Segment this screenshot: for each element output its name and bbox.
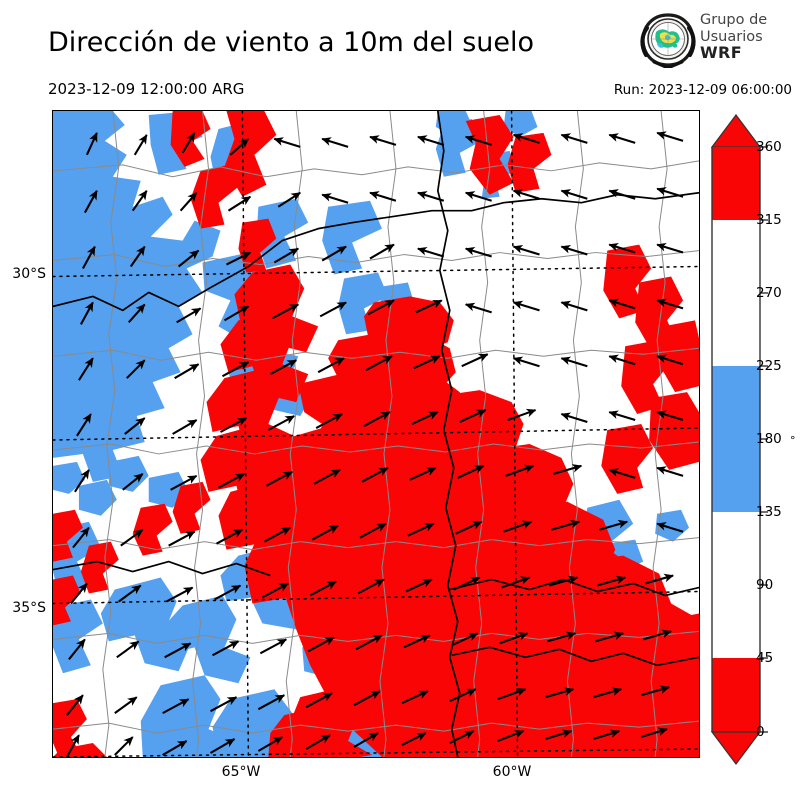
fill-region-red	[53, 111, 699, 757]
logo-line-2: Usuarios	[700, 28, 763, 45]
colorbar-tick-270: 270	[756, 285, 782, 301]
lon-tick-60w: 60°W	[492, 764, 532, 780]
valid-time-label: 2023-12-09 12:00:00 ARG	[48, 80, 245, 98]
country-borders	[53, 111, 699, 757]
logo-line-1: Grupo de	[700, 12, 768, 28]
colorbar-band-45-135	[712, 512, 760, 658]
graticule-lat	[53, 427, 699, 441]
colorbar[interactable]: 360 315 270 225 180 135 90 45 0 °	[706, 112, 798, 772]
colorbar-ticks	[760, 146, 768, 733]
colorbar-tick-360: 360	[756, 139, 782, 155]
province-borders	[53, 111, 699, 757]
colorbar-scale[interactable]	[706, 112, 798, 772]
lon-tick-65w: 65°W	[221, 764, 261, 780]
map-plot-area[interactable]	[52, 110, 700, 758]
graticule-lon	[510, 111, 519, 757]
lat-tick-35s: 35°S	[12, 600, 46, 616]
page-title: Dirección de viento a 10m del suelo	[48, 27, 535, 58]
colorbar-band-135-225	[712, 366, 760, 512]
graticule-lines	[53, 111, 699, 757]
colorbar-tick-135: 135	[756, 504, 782, 520]
colorbar-extend-bottom	[710, 731, 762, 765]
lat-tick-30s: 30°S	[12, 266, 46, 282]
colorbar-tick-180: 180	[756, 431, 782, 447]
colorbar-tick-225: 225	[756, 358, 782, 374]
logo-text-block: Grupo de Usuarios WRF	[700, 12, 795, 62]
graticule-lat	[53, 265, 699, 278]
colorbar-tick-315: 315	[756, 212, 782, 228]
colorbar-tick-90: 90	[756, 577, 774, 593]
colorbar-extend-top	[710, 114, 762, 148]
graticule-lon	[241, 111, 250, 757]
wrf-user-group-logo: Grupo de Usuarios WRF	[640, 10, 795, 72]
wind-direction-map[interactable]	[53, 111, 699, 757]
wind-arrow-field	[66, 131, 684, 757]
colorbar-tick-45: 45	[756, 650, 774, 666]
wrf-globe-emblem-icon	[640, 13, 696, 68]
colorbar-unit-label: °	[790, 434, 796, 447]
graticule-lat	[53, 590, 699, 605]
run-time-label: Run: 2023-12-09 06:00:00	[613, 82, 792, 98]
colorbar-tick-0: 0	[756, 724, 765, 740]
colorbar-band-0-45	[712, 658, 760, 732]
colorbar-band-315-360	[712, 147, 760, 220]
colorbar-band-225-315	[712, 220, 760, 366]
logo-line-3: WRF	[700, 43, 743, 62]
graticule-lat	[53, 748, 699, 757]
